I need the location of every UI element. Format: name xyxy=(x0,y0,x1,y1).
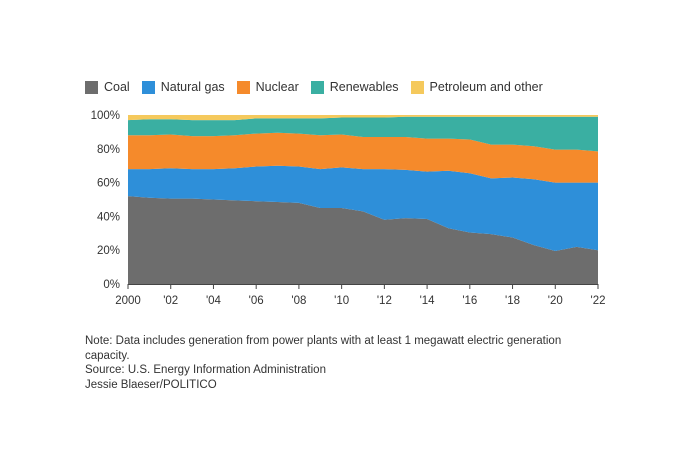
stacked-area-chart: 0% 20% 40% 60% 80% 100% 2000 '02 '04 '06 '08 '10 '12… xyxy=(91,110,606,307)
legend-label-nuclear: Nuclear xyxy=(255,80,299,94)
x-tick-label: '04 xyxy=(206,295,222,307)
x-tick-label: '20 xyxy=(548,295,563,307)
chart-legend: Coal Natural gas Nuclear Renewables Petroleu… xyxy=(85,80,543,94)
x-tick-label: '08 xyxy=(291,295,306,307)
legend-swatch-petroleum-and-other xyxy=(410,80,424,94)
area-renewables xyxy=(128,116,598,152)
axes-group: 0% 20% 40% 60% 80% 100% 2000 '02 '04 '06 '08 '10 '12… xyxy=(91,110,606,307)
y-tick-label: 100% xyxy=(91,110,120,122)
legend-swatch-nuclear xyxy=(236,80,250,94)
legend-swatch-natural-gas xyxy=(141,80,155,94)
area-petroleum-and-other xyxy=(128,115,598,121)
data-note: Note: Data includes generation from powe… xyxy=(85,335,562,362)
x-tick-label: '10 xyxy=(334,295,349,307)
area-nuclear xyxy=(128,132,598,183)
legend-swatch-renewables xyxy=(310,80,324,94)
x-tick-label: '12 xyxy=(377,295,392,307)
x-tick-label: '02 xyxy=(163,295,178,307)
y-tick-label: 60% xyxy=(97,178,120,190)
legend-item-renewables: Renewables xyxy=(310,80,399,94)
x-tick-label: '14 xyxy=(420,295,436,307)
legend-label-renewables: Renewables xyxy=(329,80,399,94)
x-tick-label: '22 xyxy=(591,295,606,307)
legend-swatch-coal xyxy=(85,80,98,94)
legend-item-coal: Coal xyxy=(85,80,130,94)
credit-line: Jessie Blaeser/POLITICO xyxy=(85,378,217,391)
y-tick-label: 0% xyxy=(103,279,120,291)
y-tick-label: 40% xyxy=(97,211,120,223)
legend-item-nuclear: Nuclear xyxy=(236,80,299,94)
legend-item-petroleum-and-other: Petroleum and other xyxy=(410,80,543,94)
legend-label-natural-gas: Natural gas xyxy=(160,80,225,94)
x-tick-label: '18 xyxy=(505,295,520,307)
source-line: Source: U.S. Energy Information Administ… xyxy=(85,364,326,376)
area-series-group xyxy=(128,115,598,284)
area-coal xyxy=(128,196,598,284)
legend-item-natural-gas: Natural gas xyxy=(141,80,225,94)
legend-label-petroleum-and-other: Petroleum and other xyxy=(429,80,543,94)
legend-label-coal: Coal xyxy=(104,80,130,94)
x-tick-label: '16 xyxy=(462,295,477,307)
y-tick-label: 80% xyxy=(97,144,120,156)
x-tick-label: '06 xyxy=(249,295,264,307)
y-tick-label: 20% xyxy=(97,245,120,257)
chart-notes: Note: Data includes generation from powe… xyxy=(85,334,605,392)
x-tick-label: 2000 xyxy=(115,295,141,307)
area-natural-gas xyxy=(128,165,598,252)
